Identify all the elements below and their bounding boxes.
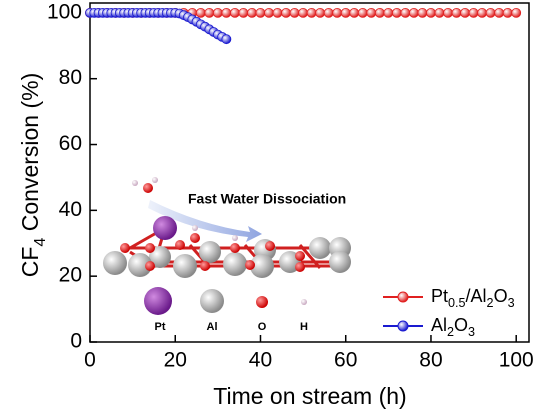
data-point [306,7,317,18]
data-point [264,7,274,18]
data-point [204,7,215,18]
atom-label: H [300,321,308,333]
data-point [477,7,488,18]
x-tick-label: 100 [499,349,534,372]
data-point [357,7,368,18]
data-point [391,7,402,18]
plot-frame [89,2,530,343]
legend-marker [397,291,409,303]
y-tick-label: 100 [47,0,82,23]
y-tick-label: 40 [59,198,82,221]
data-point [340,7,351,18]
data-point [426,7,436,18]
data-point [247,7,257,18]
data-point [349,7,360,18]
y-axis-label: CF4 Conversion (%) [17,73,49,278]
x-tick-label: 0 [84,349,96,372]
data-point [230,7,240,18]
y-tick-label: 80 [59,66,82,89]
x-tick-label: 40 [249,349,272,372]
data-point [374,7,385,18]
data-point [221,7,232,18]
data-point [323,7,334,18]
data-point [434,7,445,18]
atom-label: O [258,321,267,333]
data-point [298,7,309,18]
legend-marker [397,320,409,332]
y-tick-label: 20 [59,264,82,287]
y-tick-label: 60 [59,132,82,155]
data-point [272,7,283,18]
annotation: Fast Water Dissociation [188,191,346,207]
data-point [409,7,419,18]
data-point [238,7,249,18]
data-point [400,7,411,18]
data-point [443,7,453,18]
atom-label: Pt [155,321,166,333]
y-tick-label: 0 [70,330,82,353]
data-point [289,7,300,18]
data-point [494,7,505,18]
data-point [221,34,232,45]
data-point [281,7,291,18]
data-point [315,7,326,18]
data-point [502,7,513,18]
x-axis-label: Time on stream (h) [213,383,406,409]
data-point [195,7,206,18]
data-point [212,7,223,18]
data-point [255,7,266,18]
data-point [468,7,479,18]
data-point [332,7,343,18]
atom-label: Al [207,321,218,333]
data-point [511,7,522,18]
data-point [460,7,470,18]
data-point [417,7,428,18]
x-tick-label: 20 [164,349,187,372]
legend-label: Pt0.5/Al2O3 [431,286,515,311]
x-tick-label: 80 [419,349,442,372]
data-point [485,7,496,18]
legend-label: Al2O3 [431,315,475,340]
data-point [366,7,377,18]
data-point [383,7,394,18]
x-tick-label: 60 [334,349,357,372]
data-point [451,7,462,18]
inset-illustration: Fast Water Dissociation Pt Al O H [103,177,351,333]
